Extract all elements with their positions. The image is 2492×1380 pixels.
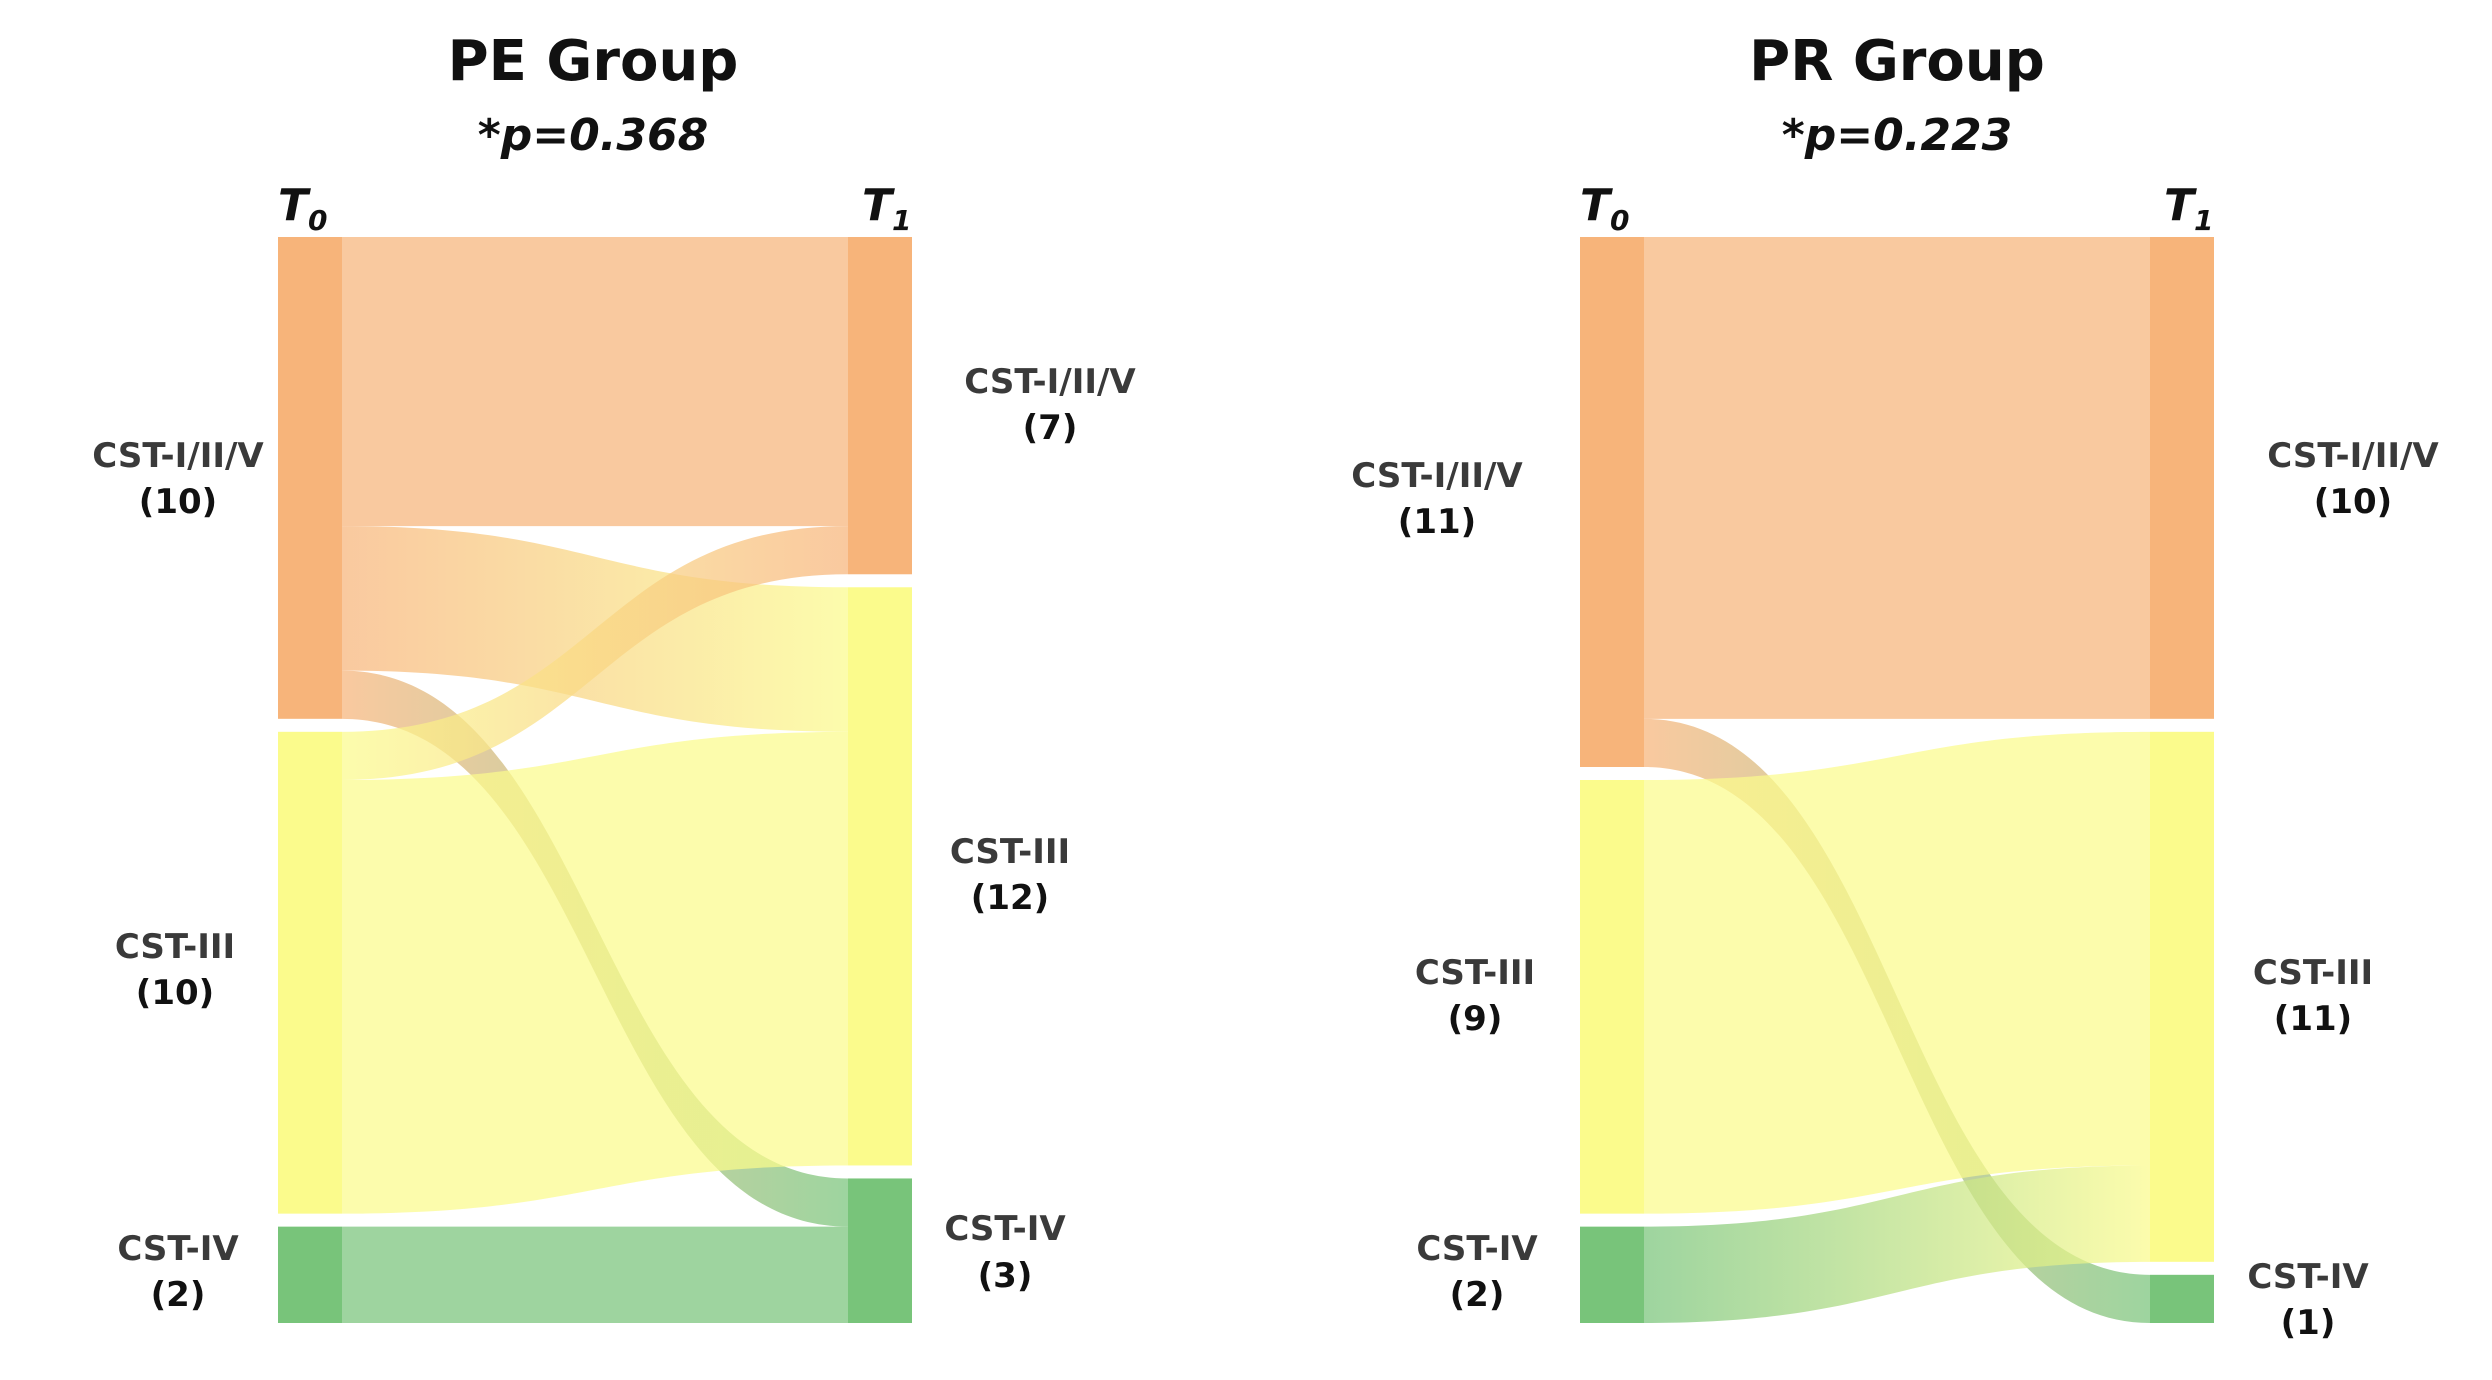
- pr-link-cst-i-ii-v-to-cst-i-ii-v: [1644, 237, 2150, 719]
- pr-links: [1644, 237, 2150, 1323]
- pr-group-title: PR Group: [1749, 29, 2045, 94]
- pr-right-node-label-cst-i-ii-v: CST-I/II/V: [2267, 436, 2439, 476]
- pr-left-node-label-cst-i-ii-v: CST-I/II/V: [1351, 456, 1523, 496]
- pr-left-node-count-cst-iv: (2): [1450, 1275, 1505, 1315]
- pe-right-node-label-cst-iii: CST-III: [950, 832, 1070, 872]
- pr-group-panel: PR Group *p=0.223 T0 T1 CST-I/II/V (11) …: [1351, 29, 2439, 1343]
- pe-right-node-label-cst-i-ii-v: CST-I/II/V: [964, 362, 1136, 402]
- pe-right-node-cst-iv: [848, 1178, 912, 1323]
- pe-left-node-count-cst-i-ii-v: (10): [139, 482, 217, 522]
- pr-right-node-label-cst-iii: CST-III: [2253, 953, 2373, 993]
- pe-links: [342, 237, 848, 1323]
- pe-right-node-cst-i-ii-v: [848, 237, 912, 575]
- pe-left-node-count-cst-iv: (2): [151, 1275, 206, 1315]
- pr-right-node-count-cst-iv: (1): [2281, 1303, 2336, 1343]
- pr-left-node-cst-i-ii-v: [1580, 237, 1644, 767]
- pe-t1-label: T1: [862, 180, 912, 237]
- pr-left-node-label-cst-iii: CST-III: [1415, 953, 1535, 993]
- pe-link-cst-iv-to-cst-iv: [342, 1226, 848, 1323]
- pe-left-node-count-cst-iii: (10): [136, 973, 214, 1013]
- pe-left-node-cst-i-ii-v: [278, 237, 342, 719]
- pe-left-node-label-cst-iv: CST-IV: [117, 1229, 239, 1269]
- pe-group-title: PE Group: [448, 29, 739, 94]
- pe-nodes: [278, 237, 912, 1323]
- pr-link-cst-iv-to-cst-iii: [1644, 1165, 2150, 1323]
- pr-right-node-cst-i-ii-v: [2150, 237, 2214, 719]
- pe-link-cst-i-ii-v-to-cst-i-ii-v: [342, 237, 848, 527]
- pr-left-node-cst-iii: [1580, 780, 1644, 1214]
- pe-link-cst-iii-to-cst-iii: [342, 731, 848, 1214]
- pr-left-node-count-cst-iii: (9): [1448, 999, 1503, 1039]
- pr-nodes: [1580, 237, 2214, 1323]
- pe-left-node-cst-iv: [278, 1226, 342, 1323]
- pe-right-node-label-cst-iv: CST-IV: [944, 1209, 1066, 1249]
- pr-right-node-count-cst-i-ii-v: (10): [2314, 482, 2392, 522]
- pe-group-panel: PE Group *p=0.368 T0 T1 CST-I/II/V (10) …: [92, 29, 1136, 1323]
- pe-right-node-count-cst-iv: (3): [978, 1256, 1033, 1296]
- pr-link-cst-iii-to-cst-iii: [1644, 731, 2150, 1214]
- pe-link-cst-iii-to-cst-i-ii-v: [342, 526, 848, 780]
- pr-right-node-cst-iii: [2150, 731, 2214, 1262]
- pe-left-node-label-cst-iii: CST-III: [115, 927, 235, 967]
- pe-left-node-cst-iii: [278, 731, 342, 1214]
- pe-right-node-count-cst-iii: (12): [971, 878, 1049, 918]
- pr-left-node-cst-iv: [1580, 1226, 1644, 1323]
- pr-t0-label: T0: [1580, 180, 1630, 237]
- pr-t1-label: T1: [2164, 180, 2214, 237]
- pr-right-node-cst-iv: [2150, 1274, 2214, 1323]
- pr-right-node-count-cst-iii: (11): [2274, 999, 2352, 1039]
- pe-group-pvalue: *p=0.368: [478, 110, 709, 161]
- pr-left-node-count-cst-i-ii-v: (11): [1398, 502, 1476, 542]
- pe-left-node-label-cst-i-ii-v: CST-I/II/V: [92, 436, 264, 476]
- pe-right-node-count-cst-i-ii-v: (7): [1023, 408, 1078, 448]
- pr-right-node-label-cst-iv: CST-IV: [2247, 1257, 2369, 1297]
- pe-t0-label: T0: [278, 180, 328, 237]
- pe-right-node-cst-iii: [848, 587, 912, 1166]
- pr-group-pvalue: *p=0.223: [1782, 110, 2013, 161]
- pr-left-node-label-cst-iv: CST-IV: [1416, 1229, 1538, 1269]
